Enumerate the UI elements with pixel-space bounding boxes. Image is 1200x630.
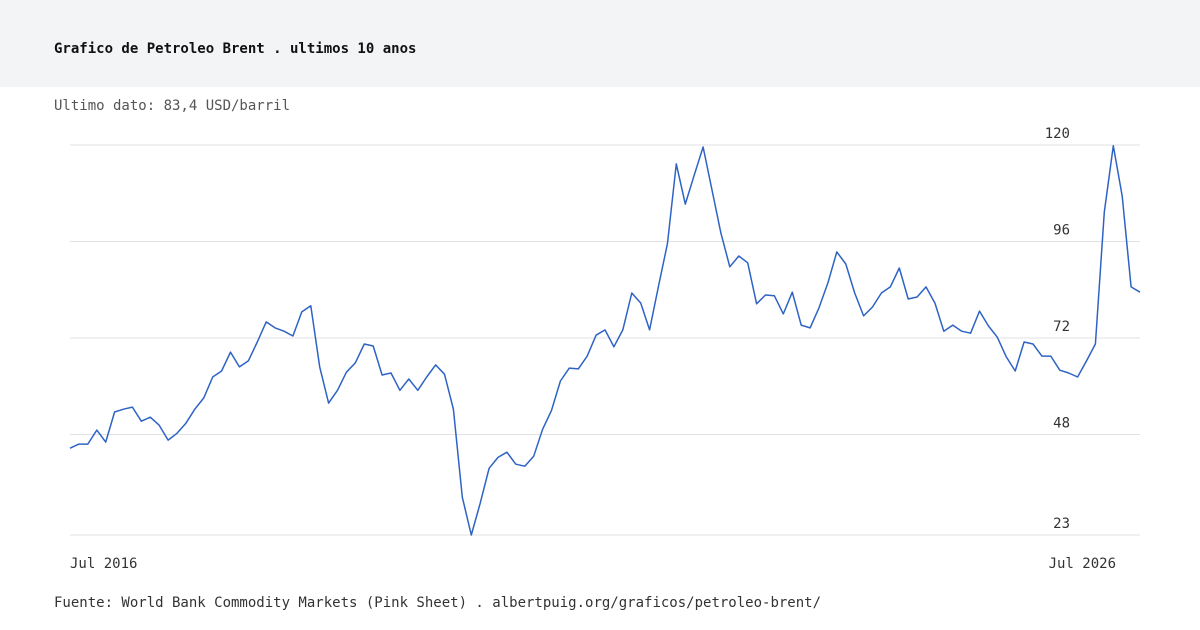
y-tick-label: 96	[1053, 222, 1070, 238]
header-bar	[0, 0, 1200, 87]
x-tick-label: Jul 2016	[70, 556, 137, 572]
x-tick-label: Jul 2026	[1049, 556, 1116, 572]
y-tick-label: 72	[1053, 319, 1070, 335]
chart-subtitle: Ultimo dato: 83,4 USD/barril	[54, 98, 290, 114]
source: Fuente: World Bank Commodity Markets (Pi…	[54, 595, 821, 611]
y-tick-label: 23	[1053, 516, 1070, 532]
y-tick-label: 48	[1053, 415, 1070, 431]
y-tick-label: 120	[1045, 126, 1070, 142]
price-line	[69, 145, 1141, 536]
chart-title: Grafico de Petroleo Brent . ultimos 10 a…	[54, 41, 416, 57]
